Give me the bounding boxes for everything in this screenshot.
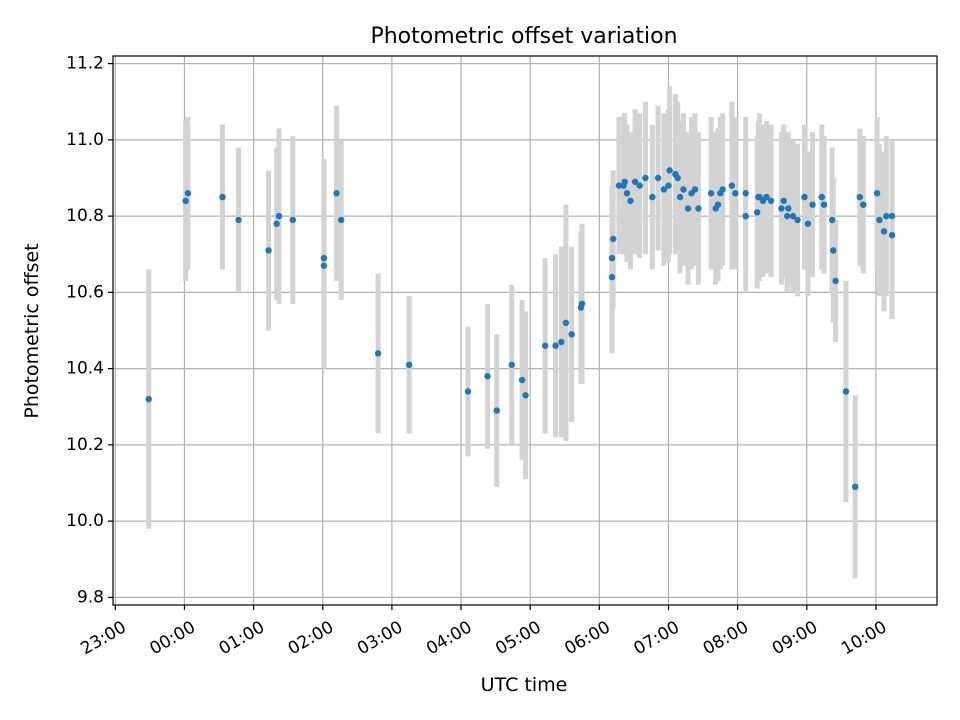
- data-point: [145, 395, 152, 403]
- data-point: [732, 190, 739, 197]
- data-point: [794, 216, 801, 224]
- data-point: [608, 254, 616, 262]
- data-point: [763, 193, 770, 201]
- data-point: [615, 182, 623, 189]
- data-point: [832, 277, 839, 285]
- data-point: [636, 182, 643, 189]
- data-point: [609, 235, 617, 243]
- data-point: [184, 190, 192, 197]
- data-point: [275, 212, 283, 220]
- y-tick-label: 11.2: [66, 54, 104, 74]
- data-point: [742, 190, 749, 197]
- data-point: [627, 197, 634, 205]
- data-point: [219, 193, 226, 201]
- data-point: [695, 205, 702, 212]
- data-point: [789, 212, 797, 220]
- data-point: [880, 228, 888, 235]
- data-point: [809, 201, 816, 208]
- data-point: [684, 205, 692, 212]
- data-point: [691, 186, 699, 193]
- data-point: [273, 220, 280, 227]
- chart-title: Photometric offset variation: [370, 24, 677, 49]
- data-point: [518, 376, 526, 384]
- y-tick-label: 10.8: [66, 206, 104, 226]
- data-point: [873, 190, 881, 197]
- data-point: [674, 174, 681, 182]
- data-point: [804, 220, 812, 227]
- y-tick-label: 9.8: [77, 587, 104, 607]
- y-tick-label: 10.4: [66, 359, 104, 379]
- data-point: [568, 331, 575, 338]
- data-point: [464, 388, 472, 395]
- data-point: [493, 407, 500, 414]
- data-point: [680, 186, 687, 193]
- data-point: [522, 392, 529, 399]
- y-axis-label: Photometric offset: [21, 243, 43, 418]
- data-point: [742, 212, 749, 220]
- data-point: [508, 361, 515, 369]
- data-point: [642, 174, 649, 182]
- data-point: [562, 319, 570, 327]
- data-point: [623, 190, 631, 197]
- data-point: [666, 167, 673, 174]
- data-point: [785, 205, 792, 212]
- data-point: [842, 388, 850, 395]
- data-point: [374, 350, 382, 357]
- x-axis-label: UTC time: [481, 674, 568, 696]
- data-point: [754, 209, 761, 216]
- data-point: [665, 182, 672, 189]
- data-point: [558, 338, 565, 346]
- data-point: [780, 197, 787, 205]
- data-point: [608, 273, 616, 281]
- data-point: [778, 205, 785, 212]
- data-point: [405, 361, 413, 369]
- data-point: [235, 216, 242, 224]
- data-point: [552, 342, 559, 349]
- data-point: [801, 193, 808, 201]
- data-point: [714, 201, 722, 208]
- data-point: [767, 197, 775, 205]
- data-points: [145, 167, 896, 491]
- y-axis-ticks: 9.8 10.0 10.2 10.4 10.6 10.8 11.0 11.2: [66, 54, 113, 607]
- data-point: [649, 193, 656, 201]
- data-point: [289, 216, 296, 224]
- data-point: [851, 483, 859, 491]
- y-tick-label: 10.6: [66, 282, 104, 302]
- plot-frame: [112, 55, 938, 606]
- data-point: [320, 254, 328, 262]
- data-point: [883, 212, 890, 220]
- data-point: [578, 300, 586, 308]
- data-point: [337, 216, 345, 224]
- data-point: [660, 186, 668, 193]
- data-point: [484, 373, 491, 380]
- data-point: [621, 178, 628, 186]
- data-point: [876, 216, 883, 224]
- data-point: [820, 201, 828, 208]
- data-point: [676, 193, 684, 201]
- data-point: [728, 182, 736, 189]
- y-tick-label: 10.0: [66, 511, 104, 531]
- data-point: [333, 190, 340, 197]
- data-point: [654, 174, 662, 182]
- data-point: [541, 342, 549, 349]
- data-point: [783, 212, 791, 220]
- data-point: [888, 212, 896, 220]
- data-point: [265, 247, 272, 254]
- data-point: [888, 231, 896, 239]
- data-point: [631, 178, 639, 186]
- y-tick-label: 11.0: [66, 130, 104, 150]
- data-point: [856, 193, 863, 201]
- data-point: [719, 186, 726, 193]
- data-point: [860, 201, 867, 208]
- y-tick-label: 10.2: [66, 435, 104, 455]
- data-point: [182, 197, 189, 205]
- data-point: [320, 262, 328, 269]
- data-point: [818, 193, 825, 201]
- data-point: [707, 190, 715, 197]
- data-point: [828, 216, 836, 224]
- data-point: [830, 247, 837, 254]
